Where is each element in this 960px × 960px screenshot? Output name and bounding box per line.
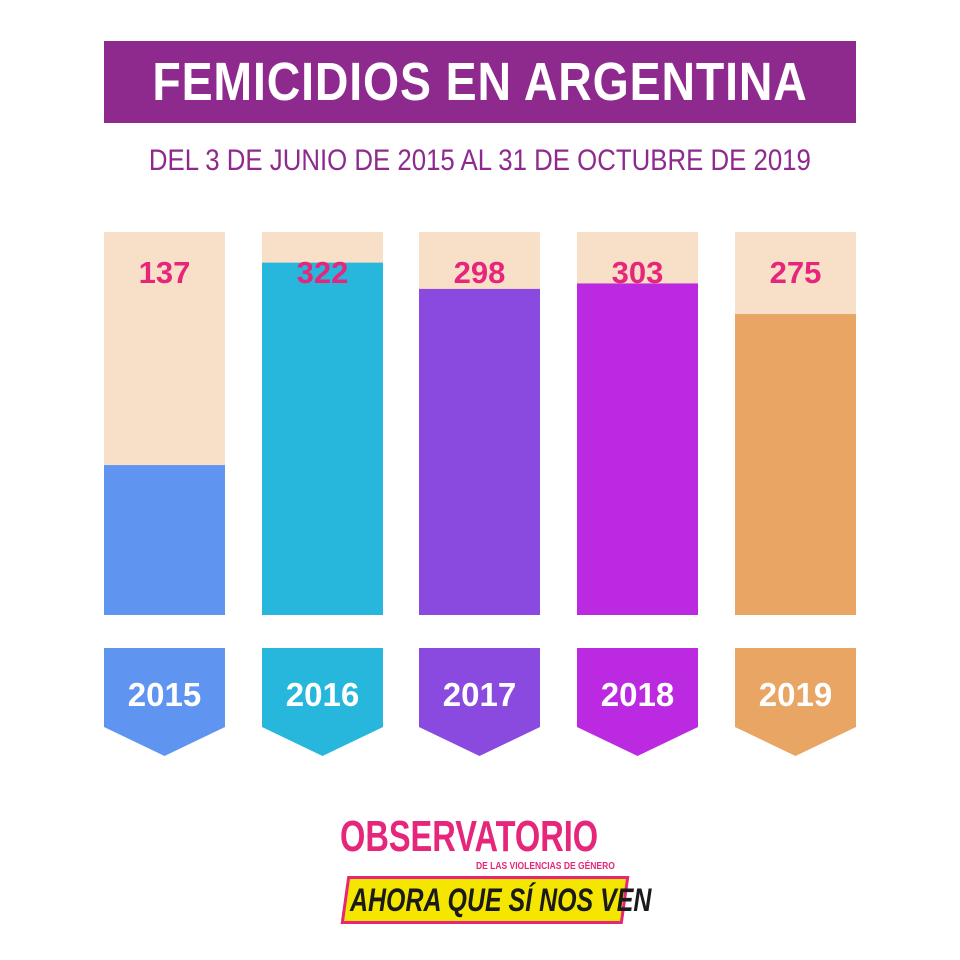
bar-2018 — [577, 283, 698, 615]
value-label-2017: 298 — [454, 255, 506, 290]
value-label-2019: 275 — [770, 255, 822, 290]
logo-band-text: AHORA QUE SÍ NOS VEN — [350, 882, 652, 918]
category-label-2018: 2018 — [601, 676, 674, 713]
value-label-2018: 303 — [612, 255, 664, 290]
year-tag-2017 — [419, 648, 540, 756]
category-label-2017: 2017 — [443, 676, 516, 713]
bar-2017 — [419, 288, 540, 615]
bar-2019 — [735, 314, 856, 615]
logo-sub-text: DE LAS VIOLENCIAS DE GÉNERO — [476, 861, 615, 872]
bar-chart: 137 2015 322 2016 298 2017 303 2018 275 2019 — [104, 232, 856, 756]
year-tag-2019 — [735, 648, 856, 756]
year-tag-2016 — [262, 648, 383, 756]
chart-subtitle: DEL 3 DE JUNIO DE 2015 AL 31 DE OCTUBRE … — [0, 144, 960, 178]
category-label-2016: 2016 — [286, 676, 359, 713]
logo-main-text: OBSERVATORIO — [340, 812, 599, 861]
value-label-2016: 322 — [297, 255, 349, 290]
bar-2016 — [262, 262, 383, 615]
subtitle-text: DEL 3 DE JUNIO DE 2015 AL 31 DE OCTUBRE … — [148, 144, 811, 177]
title-banner: FEMICIDIOS EN ARGENTINA — [104, 41, 856, 123]
year-tag-2015 — [104, 648, 225, 756]
value-label-2015: 137 — [139, 255, 191, 290]
observatorio-logo: OBSERVATORIO DE LAS VIOLENCIAS DE GÉNERO… — [340, 812, 651, 932]
category-label-2015: 2015 — [128, 676, 201, 713]
year-tag-2018 — [577, 648, 698, 756]
chart-title: FEMICIDIOS EN ARGENTINA — [152, 52, 808, 112]
category-label-2019: 2019 — [759, 676, 832, 713]
bar-2015 — [104, 465, 225, 615]
